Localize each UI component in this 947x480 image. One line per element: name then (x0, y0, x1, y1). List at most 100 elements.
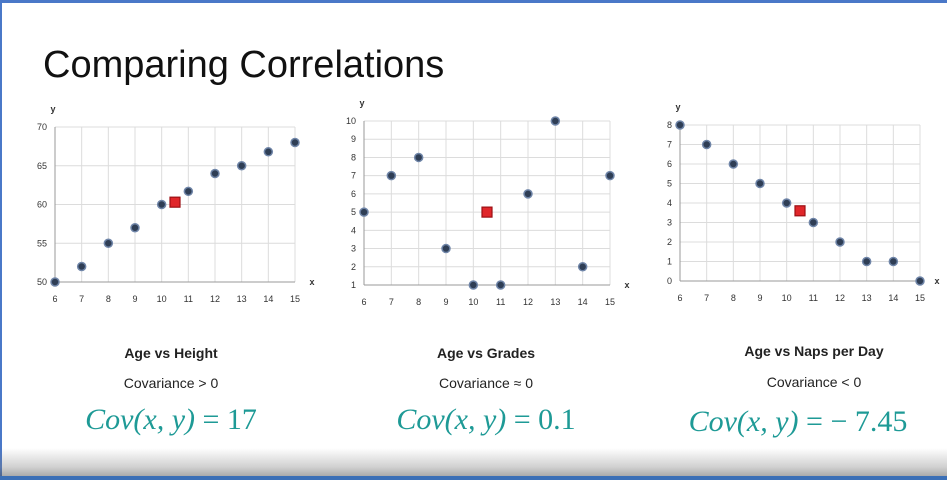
x-tick-label: 11 (809, 293, 818, 303)
data-point (728, 159, 739, 169)
data-point (675, 120, 685, 130)
covariance-formula: Cov(x, y) = 17 (21, 403, 321, 437)
y-tick-label: 1 (351, 280, 356, 290)
data-point (50, 277, 60, 287)
x-tick-label: 11 (184, 294, 193, 304)
y-tick-label: 5 (351, 207, 356, 217)
y-tick-label: 4 (351, 225, 356, 235)
x-tick-label: 9 (132, 294, 137, 304)
y-tick-label: 8 (351, 152, 356, 162)
y-tick-label: 8 (667, 120, 672, 130)
x-tick-label: 10 (468, 297, 478, 307)
formula-lhs: Cov(x, y) (688, 405, 799, 438)
data-point (183, 186, 194, 197)
formula-rhs: = 0.1 (513, 403, 576, 436)
y-axis-label: y (675, 102, 680, 112)
data-point (359, 207, 369, 217)
y-axis-label: y (50, 104, 55, 114)
y-tick-label: 0 (667, 276, 672, 286)
x-tick-label: 6 (677, 293, 682, 303)
x-axis-label: x (309, 277, 314, 287)
y-tick-label: 3 (667, 218, 672, 228)
y-tick-label: 4 (667, 198, 672, 208)
covariance-sign-label: Covariance > 0 (123, 375, 219, 391)
y-tick-label: 10 (346, 116, 356, 126)
covariance-sign-label: Covariance < 0 (766, 374, 862, 390)
data-point (701, 139, 712, 150)
y-tick-label: 1 (667, 257, 672, 267)
window-top-border (0, 0, 947, 3)
x-tick-label: 10 (157, 294, 167, 304)
covariance-formula: Cov(x, y) = − 7.45 (648, 405, 947, 439)
y-tick-label: 70 (37, 122, 47, 132)
data-point (413, 152, 424, 163)
x-tick-label: 11 (496, 297, 505, 307)
x-tick-label: 15 (605, 297, 615, 307)
data-point (130, 223, 140, 233)
y-tick-label: 55 (37, 238, 47, 248)
mean-point-marker (794, 205, 806, 217)
data-point (888, 256, 899, 267)
data-point (915, 276, 925, 286)
data-point (290, 137, 300, 148)
y-tick-label: 7 (351, 171, 356, 181)
formula-rhs: = 17 (202, 403, 257, 436)
data-point (103, 238, 114, 248)
data-point (550, 116, 561, 126)
data-point (781, 198, 792, 208)
data-point (861, 256, 872, 267)
data-point (76, 261, 87, 272)
y-tick-label: 2 (667, 237, 672, 247)
x-tick-label: 8 (416, 297, 421, 307)
bottom-shadow (0, 448, 947, 480)
formula-rhs: = − 7.45 (806, 405, 908, 438)
x-tick-label: 12 (835, 293, 845, 303)
data-point (236, 161, 247, 171)
y-tick-label: 50 (37, 277, 47, 287)
x-tick-label: 15 (290, 294, 300, 304)
x-tick-label: 6 (52, 294, 57, 304)
data-point (577, 262, 588, 272)
scatter-chart-age-vs-height: 6 7 8 9 10 11 12 13 14 15 50 55 60 65 70y x (37, 104, 315, 304)
x-tick-label: 7 (704, 293, 709, 303)
chart-title: Age vs Grades (436, 345, 536, 361)
y-tick-label: 9 (351, 134, 356, 144)
x-axis-label: x (624, 280, 629, 290)
data-point (210, 168, 220, 179)
covariance-formula: Cov(x, y) = 0.1 (336, 403, 636, 437)
x-tick-label: 13 (862, 293, 872, 303)
slide-title: Comparing Correlations (43, 44, 445, 86)
y-tick-label: 6 (667, 159, 672, 169)
mean-point-marker (481, 206, 493, 218)
x-axis-label: x (934, 276, 939, 286)
y-axis-label: y (359, 98, 364, 108)
y-tick-label: 65 (37, 161, 47, 171)
x-tick-label: 12 (210, 294, 220, 304)
data-point (835, 237, 845, 247)
data-point (386, 170, 397, 181)
x-tick-label: 14 (263, 294, 273, 304)
y-tick-label: 5 (667, 179, 672, 189)
data-point (755, 178, 765, 189)
data-point (495, 280, 506, 290)
formula-lhs: Cov(x, y) (396, 403, 507, 436)
y-tick-label: 3 (351, 244, 356, 254)
data-point (441, 243, 451, 254)
chart-title: Age vs Naps per Day (744, 343, 884, 359)
x-tick-label: 13 (237, 294, 247, 304)
data-point (808, 217, 819, 228)
grid (679, 124, 921, 282)
y-tick-label: 2 (351, 262, 356, 272)
data-point (605, 170, 615, 181)
window-left-border (0, 0, 2, 480)
mean-point-marker (169, 196, 181, 208)
grid (363, 120, 611, 286)
y-tick-label: 60 (37, 200, 47, 210)
x-tick-label: 12 (523, 297, 533, 307)
x-tick-label: 8 (731, 293, 736, 303)
x-tick-label: 9 (443, 297, 448, 307)
formula-lhs: Cov(x, y) (85, 403, 195, 436)
data-point (523, 189, 533, 199)
